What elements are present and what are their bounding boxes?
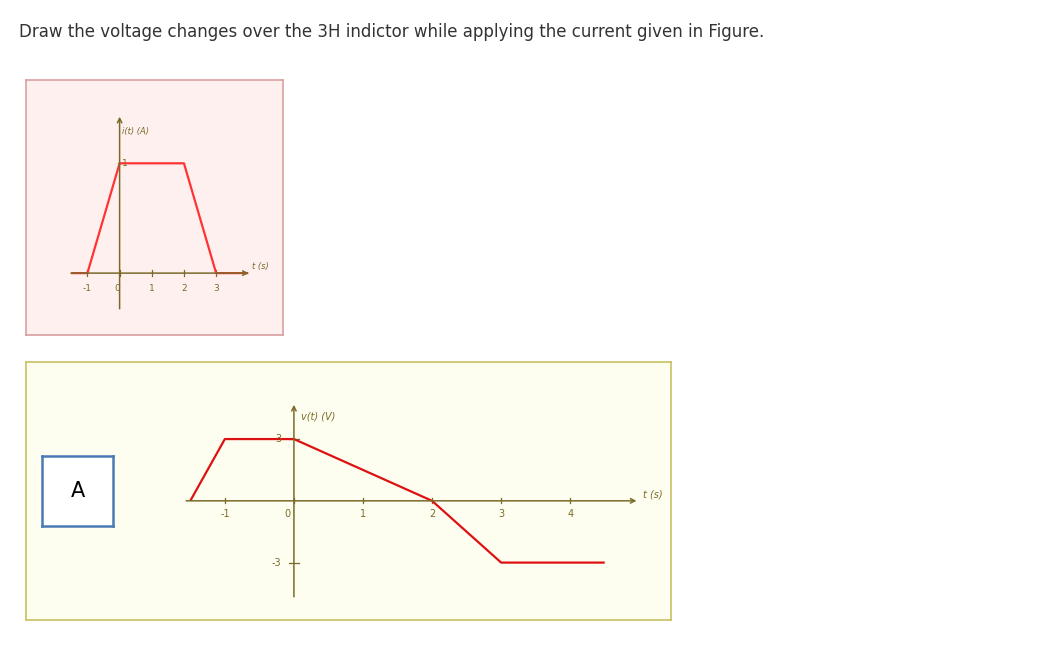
- Text: Draw the voltage changes over the 3H indictor while applying the current given i: Draw the voltage changes over the 3H ind…: [19, 23, 764, 42]
- Text: -1: -1: [83, 284, 92, 293]
- Text: 3: 3: [498, 509, 504, 519]
- Text: -3: -3: [271, 557, 282, 567]
- Text: -1: -1: [220, 509, 230, 519]
- Text: 3: 3: [276, 434, 282, 444]
- Text: 3: 3: [213, 284, 219, 293]
- Text: t (s): t (s): [642, 490, 662, 500]
- Text: 0: 0: [284, 509, 290, 519]
- Text: i(t) (A): i(t) (A): [123, 127, 149, 135]
- Text: 1: 1: [149, 284, 155, 293]
- Text: 2: 2: [181, 284, 187, 293]
- Text: 1: 1: [359, 509, 366, 519]
- Text: A: A: [70, 481, 85, 500]
- Text: 4: 4: [567, 509, 573, 519]
- Text: 2: 2: [429, 509, 435, 519]
- Text: 1: 1: [122, 159, 128, 168]
- Text: t (s): t (s): [253, 262, 269, 271]
- Text: 0: 0: [114, 284, 121, 293]
- Text: v(t) (V): v(t) (V): [301, 412, 335, 422]
